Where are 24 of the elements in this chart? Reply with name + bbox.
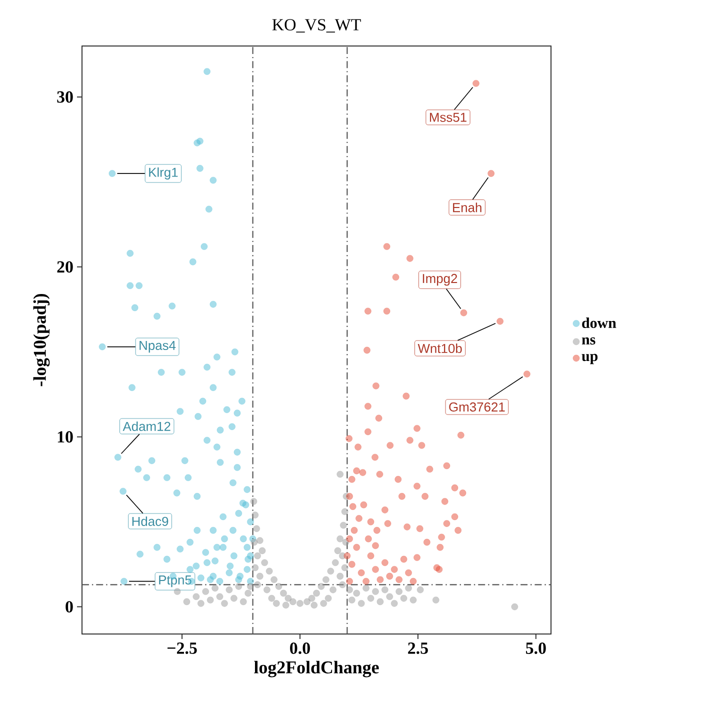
annotation: Wnt10b	[418, 344, 462, 354]
chart-title: KO_VS_WT	[272, 19, 361, 32]
legend-label: ns	[582, 337, 596, 345]
annotation: Ptpn5	[159, 576, 192, 588]
y-tick-label: 10	[58, 431, 73, 443]
legend-label: up	[582, 354, 598, 364]
x-tick-label: 5.0	[526, 642, 546, 654]
annotation: Npas4	[140, 340, 176, 353]
annotation: Enah	[453, 202, 482, 212]
x-tick-label: −2.5	[168, 642, 197, 654]
annotation: Gm37621	[449, 402, 505, 412]
annotation: Klrg1	[149, 167, 178, 180]
annotation: Adam12	[122, 421, 170, 432]
y-tick-label: 20	[57, 261, 73, 273]
y-axis-title: -log10(padj)	[33, 294, 50, 386]
legend-label: down	[582, 318, 616, 328]
annotation: Hdac9	[132, 516, 168, 526]
annotation: Impg2	[422, 274, 458, 286]
x-axis-title: log2FoldChange	[254, 660, 379, 678]
y-tick-label: 0	[66, 601, 73, 613]
x-tick-label: 2.5	[408, 642, 428, 654]
annotation: Mss51	[430, 112, 466, 122]
y-tick-label: 30	[57, 91, 73, 103]
x-tick-label: 0.0	[290, 642, 310, 654]
